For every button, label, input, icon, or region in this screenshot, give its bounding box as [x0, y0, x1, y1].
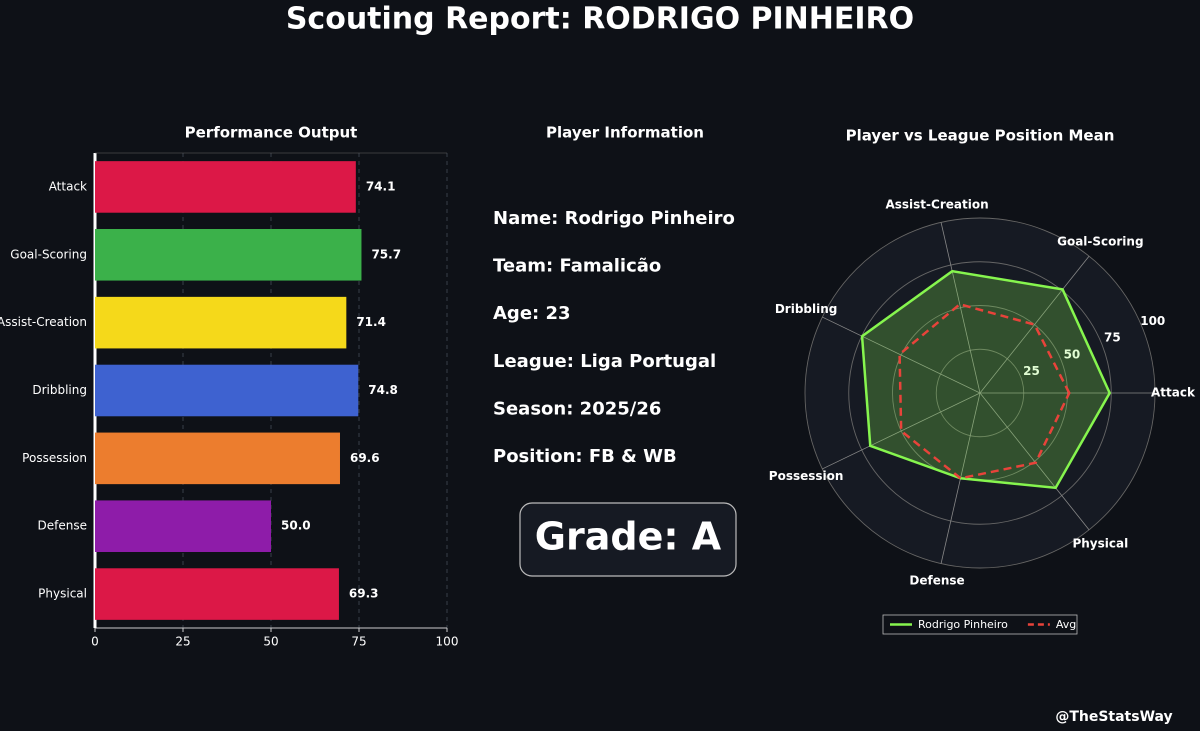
- y-tick-label: Defense: [38, 519, 87, 533]
- value-label: 74.1: [366, 179, 396, 193]
- spoke: [979, 255, 1090, 394]
- y-tick-label: Attack: [49, 179, 87, 193]
- value-label: 69.3: [349, 587, 379, 601]
- info-line: Position: FB & WB: [493, 446, 677, 467]
- x-tick-label: 50: [263, 635, 278, 649]
- x-tick-label: 75: [351, 635, 366, 649]
- info-line: Team: Famalicão: [493, 256, 661, 277]
- x-tick-label: 25: [175, 635, 190, 649]
- legend-box: [882, 614, 1078, 635]
- info-title: Player Information: [546, 124, 704, 142]
- category-label: Physical: [1072, 536, 1128, 550]
- info-line: Name: Rodrigo Pinheiro: [493, 208, 735, 229]
- info-line: Season: 2025/26: [493, 398, 661, 419]
- value-label: 74.8: [368, 383, 398, 397]
- spoke: [822, 392, 981, 470]
- watermark: @TheStatsWay: [1055, 709, 1172, 725]
- category-label: Defense: [909, 574, 964, 588]
- value-label: 69.6: [350, 451, 380, 465]
- radar-series: [898, 302, 1071, 480]
- x-tick-label: 0: [91, 635, 99, 649]
- chart-title: Player vs League Position Mean: [846, 127, 1115, 145]
- legend-label: Rodrigo Pinheiro: [918, 618, 1008, 631]
- bar: [95, 229, 362, 281]
- x-tick-label: 100: [436, 635, 459, 649]
- r-tick-label: 25: [1023, 364, 1040, 378]
- value-label: 71.4: [356, 315, 386, 329]
- y-tick-label: Assist-Creation: [0, 315, 87, 329]
- bar: [95, 296, 347, 349]
- bar: [95, 364, 359, 417]
- grade: Grade: A: [535, 515, 722, 559]
- spoke: [979, 392, 1090, 531]
- radar-series: [860, 269, 1112, 490]
- r-tick-label: 75: [1104, 331, 1121, 345]
- legend-label: Avg: [1056, 618, 1076, 631]
- value-label: 75.7: [371, 247, 401, 261]
- category-label: Dribbling: [775, 302, 838, 316]
- spoke: [940, 222, 981, 394]
- category-label: Assist-Creation: [885, 197, 988, 211]
- bar: [95, 161, 356, 213]
- value-label: 50.0: [281, 519, 311, 533]
- r-tick-label: 50: [1064, 347, 1081, 361]
- r-tick-label: 100: [1140, 314, 1165, 328]
- spoke: [822, 316, 981, 394]
- page-title: Scouting Report: RODRIGO PINHEIRO: [286, 2, 914, 37]
- y-tick-label: Possession: [22, 451, 87, 465]
- info-line: League: Liga Portugal: [493, 351, 716, 372]
- grade-box: [519, 502, 737, 577]
- bar: [95, 568, 339, 620]
- category-label: Possession: [769, 469, 844, 483]
- y-tick-label: Physical: [38, 587, 87, 601]
- bar: [95, 500, 271, 552]
- bar: [95, 432, 340, 485]
- y-tick-label: Dribbling: [32, 383, 87, 397]
- category-label: Attack: [1151, 386, 1196, 400]
- info-line: Age: 23: [493, 303, 571, 324]
- category-label: Goal-Scoring: [1057, 235, 1143, 249]
- chart-title: Performance Output: [185, 124, 358, 142]
- y-tick-label: Goal-Scoring: [10, 247, 87, 261]
